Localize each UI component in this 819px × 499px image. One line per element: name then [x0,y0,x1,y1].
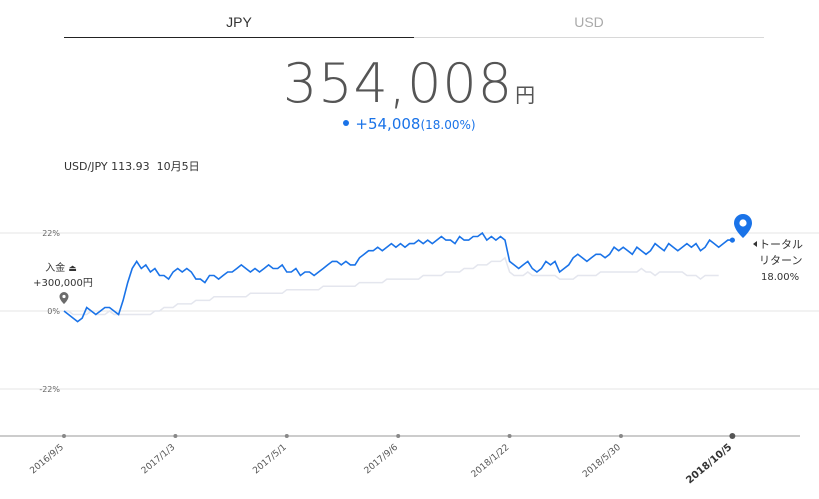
fx-rate-value: 113.93 [111,160,150,173]
current-point [729,237,735,243]
x-tick-label: 2017/5/1 [251,443,288,477]
x-tick-dot [284,434,289,438]
x-tick-dot [507,434,512,438]
fx-pair: USD/JPY [64,160,108,173]
benchmark-line [64,256,719,316]
x-tick-label: 2016/9/5 [29,443,66,477]
deposit-label: 入金 ⏏ [45,261,77,274]
x-tick-dot [729,433,736,439]
x-tick-label: 2018/1/22 [470,443,512,480]
y-tick-label: 0% [47,307,60,316]
x-tick-dot [396,434,401,438]
portfolio-line [63,231,733,323]
y-tick-label: -22% [39,385,60,394]
tab-jpy[interactable]: JPY [64,8,414,38]
x-tick-label: 2017/9/6 [363,442,401,476]
total-value: 354,008 円 [0,52,819,115]
tab-usd[interactable]: USD [414,8,764,38]
pointer-arrow-icon [753,241,757,247]
currency-tabs: JPY USD [64,8,764,38]
current-marker[interactable] [729,214,757,247]
change-percent: (18.00%) [420,118,476,132]
x-tick-dot [62,434,66,438]
x-tick-dot [618,434,623,438]
total-change: +54,008(18.00%) [0,115,819,133]
change-dot-icon [343,119,350,126]
x-tick-label: 2018/5/30 [581,442,623,479]
total-return-label: トータル リターン 18.00% [759,238,803,283]
x-tick-label: 2017/1/3 [140,443,177,477]
fx-rate: USD/JPY 113.93 10月5日 [64,158,200,174]
x-tick-dot [173,434,178,438]
change-amount: +54,008 [355,115,421,133]
total-value-amount: 354,008 [282,52,514,115]
deposit-amount: +300,000円 [33,278,93,289]
y-tick-label: 22% [42,229,60,238]
deposit-marker[interactable]: 入金 ⏏ +300,000円 [33,261,93,304]
total-return-value: 18.00% [761,272,799,283]
fx-date: 10月5日 [156,160,200,173]
total-return-line1: トータル [759,238,803,251]
deposit-icon: ⏏ [68,264,77,274]
x-tick-label: 2018/10/5 [684,442,734,486]
total-value-unit: 円 [515,83,537,107]
total-return-line2: リターン [759,254,802,267]
deposit-label-text: 入金 [45,261,65,274]
